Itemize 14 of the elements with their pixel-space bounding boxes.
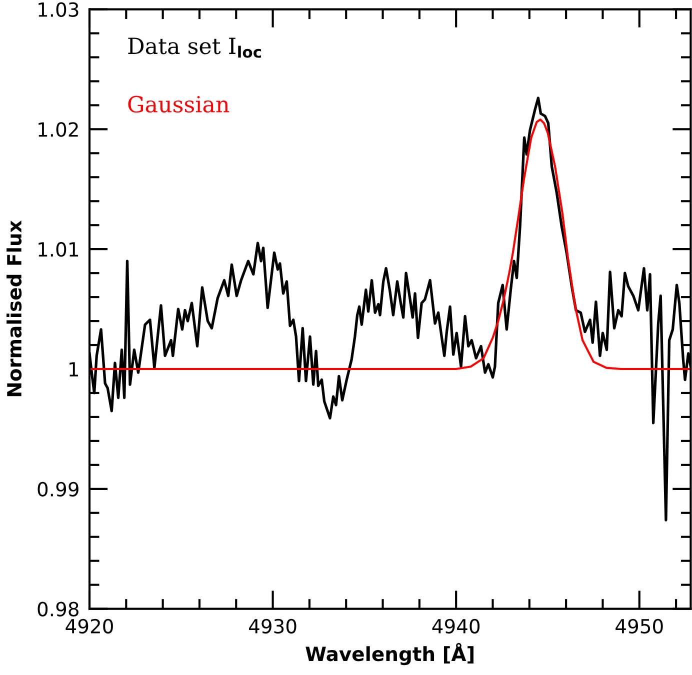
x-tick-label: 4940 — [432, 618, 480, 634]
x-axis-title: Wavelength [Å] — [306, 642, 474, 666]
y-tick-label: 0.98 — [38, 602, 78, 616]
y-axis-title: Normalised Flux — [6, 220, 22, 396]
y-tick-label: 0.99 — [38, 482, 78, 497]
text: Gaussian — [128, 96, 230, 113]
x-tick-label: 4930 — [249, 618, 296, 634]
y-tick-label: 1 — [70, 362, 78, 376]
x-tick-label: 4950 — [616, 618, 663, 634]
y-tick-label: 1.03 — [38, 2, 78, 17]
legend-label: Data set I$_{loc}$ — [128, 38, 262, 58]
y-tick-label: 1.02 — [38, 122, 78, 137]
y-tick-label: 1.01 — [38, 242, 78, 257]
x-tick-label: 4920 — [66, 618, 113, 634]
